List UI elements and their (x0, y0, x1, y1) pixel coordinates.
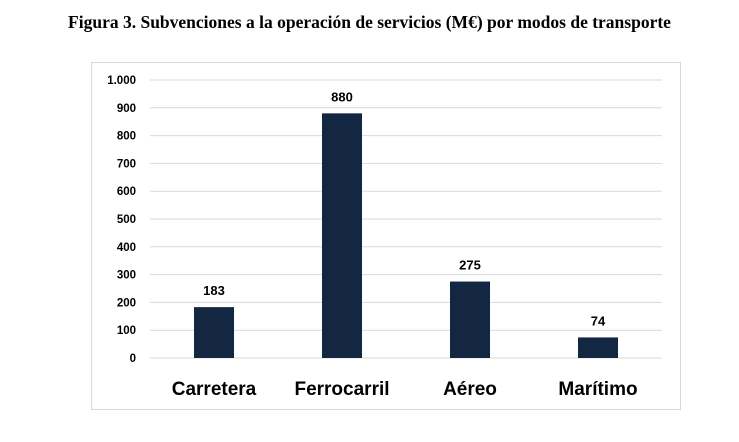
data-label: 880 (331, 89, 353, 104)
data-label: 74 (591, 313, 606, 328)
bar (322, 113, 362, 358)
x-tick-label: Marítimo (558, 379, 637, 400)
bar (450, 281, 490, 358)
y-tick-label: 500 (117, 214, 136, 226)
y-tick-label: 900 (117, 103, 136, 115)
y-tick-label: 200 (117, 297, 136, 309)
y-tick-label: 800 (117, 131, 136, 143)
figure-title: Figura 3. Subvenciones a la operación de… (68, 12, 671, 32)
y-tick-label: 700 (117, 158, 136, 170)
y-tick-label: 0 (130, 353, 136, 365)
y-tick-label: 400 (117, 242, 136, 254)
y-tick-label: 100 (117, 325, 136, 337)
x-tick-label: Ferrocarril (294, 379, 389, 400)
data-label: 183 (203, 283, 225, 298)
y-tick-label: 1.000 (107, 75, 136, 87)
x-tick-label: Carretera (172, 379, 257, 400)
data-label: 275 (459, 258, 481, 273)
bar (578, 337, 618, 358)
y-tick-label: 300 (117, 270, 136, 282)
x-tick-label: Aéreo (443, 379, 497, 400)
bar (194, 307, 234, 358)
y-tick-label: 600 (117, 186, 136, 198)
